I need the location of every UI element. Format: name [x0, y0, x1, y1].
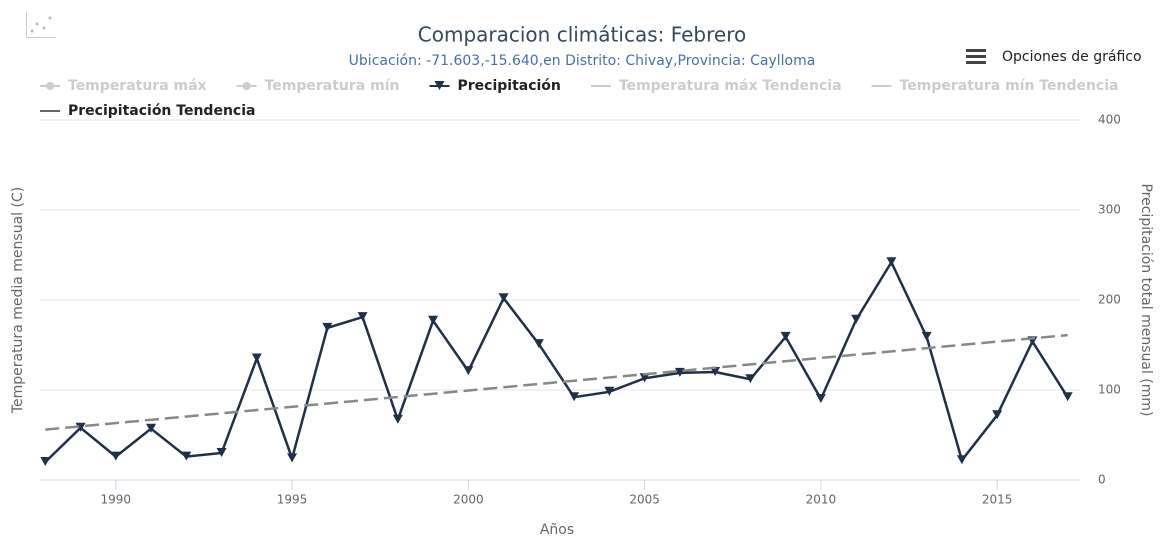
trend-line: [45, 333, 1068, 431]
marker: [710, 367, 721, 376]
y2-tick-label: 0: [1098, 473, 1106, 487]
legend-label: Precipitación Tendencia: [68, 103, 255, 119]
x-tick-label: 2015: [982, 493, 1013, 507]
legend-item[interactable]: Temperatura máx: [40, 78, 207, 94]
legend-item[interactable]: Precipitación: [429, 78, 561, 94]
marker: [745, 374, 756, 384]
marker: [392, 414, 403, 424]
chart-icon: [26, 12, 56, 38]
series-line: [44, 259, 1069, 463]
marker: [886, 257, 897, 267]
marker: [533, 339, 544, 349]
marker: [1062, 392, 1073, 402]
y2-tick-label: 400: [1098, 113, 1121, 127]
marker: [216, 448, 227, 457]
x-tick-label: 2000: [453, 493, 484, 507]
marker: [921, 331, 932, 341]
marker: [251, 353, 262, 363]
chart-subtitle: Ubicación: -71.603,-15.640,en Distrito: …: [349, 53, 816, 69]
legend-label: Temperatura mín: [265, 78, 400, 94]
x-axis-title: Años: [540, 522, 574, 538]
marker: [181, 451, 192, 461]
x-tick-label: 1990: [101, 493, 132, 507]
marker: [110, 451, 121, 461]
chart-title: Comparacion climáticas: Febrero: [418, 23, 746, 47]
legend-item[interactable]: Temperatura mín Tendencia: [871, 78, 1119, 94]
marker: [287, 453, 298, 463]
marker: [357, 312, 368, 322]
x-tick-label: 2005: [629, 493, 660, 507]
marker: [780, 331, 791, 341]
marker: [434, 81, 445, 90]
y-axis-title: Temperatura media mensual (C): [10, 187, 26, 414]
legend-label: Temperatura mín Tendencia: [900, 78, 1119, 94]
marker: [815, 394, 826, 403]
legend-label: Temperatura máx: [68, 78, 207, 94]
marker: [322, 322, 333, 332]
legend-label: Precipitación: [457, 78, 560, 94]
legend-label: Temperatura máx Tendencia: [619, 78, 842, 94]
legend-item[interactable]: Temperatura máx Tendencia: [590, 78, 842, 94]
marker: [992, 410, 1003, 420]
marker: [40, 457, 51, 466]
menu-label[interactable]: Opciones de gráfico: [1002, 49, 1142, 65]
marker: [569, 392, 580, 402]
x-tick-label: 1995: [277, 493, 308, 507]
marker: [604, 386, 615, 396]
marker: [463, 366, 474, 376]
legend-item[interactable]: Temperatura mín: [236, 78, 400, 94]
menu-button[interactable]: Opciones de gráfico: [966, 49, 1142, 65]
marker: [674, 367, 685, 377]
marker: [498, 293, 509, 303]
marker: [242, 82, 251, 90]
marker: [146, 423, 157, 433]
marker: [75, 422, 86, 432]
y2-tick-label: 300: [1098, 203, 1121, 217]
x-tick-label: 2010: [806, 493, 837, 507]
marker: [428, 315, 439, 325]
marker: [639, 373, 650, 383]
marker: [46, 82, 54, 90]
legend-item[interactable]: Precipitación Tendencia: [40, 103, 255, 119]
y2-tick-label: 200: [1098, 293, 1121, 307]
marker: [956, 455, 967, 465]
y2-axis-title: Precipitación total mensual (mm): [1138, 183, 1154, 416]
y2-tick-label: 100: [1098, 383, 1121, 397]
marker: [851, 314, 862, 324]
